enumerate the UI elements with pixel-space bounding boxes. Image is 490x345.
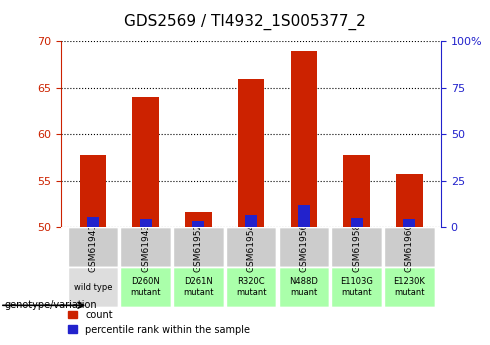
Text: GSM61943: GSM61943 <box>141 223 150 272</box>
Text: GSM61958: GSM61958 <box>352 223 361 272</box>
Text: GDS2569 / TI4932_1S005377_2: GDS2569 / TI4932_1S005377_2 <box>124 14 366 30</box>
FancyBboxPatch shape <box>121 227 171 267</box>
Text: GSM61941: GSM61941 <box>88 223 98 272</box>
FancyBboxPatch shape <box>173 267 224 307</box>
Text: GSM61960: GSM61960 <box>405 223 414 272</box>
Bar <box>291 51 317 227</box>
Text: N488D
muant: N488D muant <box>290 277 318 297</box>
Text: E1230K
mutant: E1230K mutant <box>393 277 425 297</box>
FancyBboxPatch shape <box>278 227 329 267</box>
Bar <box>87 217 99 227</box>
FancyBboxPatch shape <box>226 227 276 267</box>
Bar <box>403 219 416 227</box>
FancyBboxPatch shape <box>331 267 382 307</box>
Text: GSM61952: GSM61952 <box>194 223 203 272</box>
FancyBboxPatch shape <box>384 227 435 267</box>
Bar <box>396 174 422 227</box>
Bar <box>238 79 264 227</box>
FancyBboxPatch shape <box>173 227 224 267</box>
Bar <box>351 218 363 227</box>
Bar <box>132 97 159 227</box>
Bar <box>80 155 106 227</box>
FancyBboxPatch shape <box>121 267 171 307</box>
Text: D261N
mutant: D261N mutant <box>183 277 214 297</box>
Bar <box>185 211 212 227</box>
Bar <box>140 219 151 227</box>
Text: R320C
mutant: R320C mutant <box>236 277 267 297</box>
Text: GSM61954: GSM61954 <box>246 223 256 272</box>
Text: GSM61956: GSM61956 <box>299 223 308 272</box>
FancyBboxPatch shape <box>278 267 329 307</box>
Text: D260N
mutant: D260N mutant <box>130 277 161 297</box>
Bar <box>343 155 370 227</box>
Legend: count, percentile rank within the sample: count, percentile rank within the sample <box>64 306 254 338</box>
FancyBboxPatch shape <box>331 227 382 267</box>
FancyBboxPatch shape <box>384 267 435 307</box>
Bar <box>298 205 310 227</box>
Text: wild type: wild type <box>74 283 112 292</box>
FancyBboxPatch shape <box>226 267 276 307</box>
FancyBboxPatch shape <box>68 227 118 267</box>
FancyBboxPatch shape <box>68 267 118 307</box>
Bar <box>245 215 257 227</box>
Bar <box>193 221 204 227</box>
Text: genotype/variation: genotype/variation <box>5 300 98 310</box>
Text: E1103G
mutant: E1103G mutant <box>340 277 373 297</box>
